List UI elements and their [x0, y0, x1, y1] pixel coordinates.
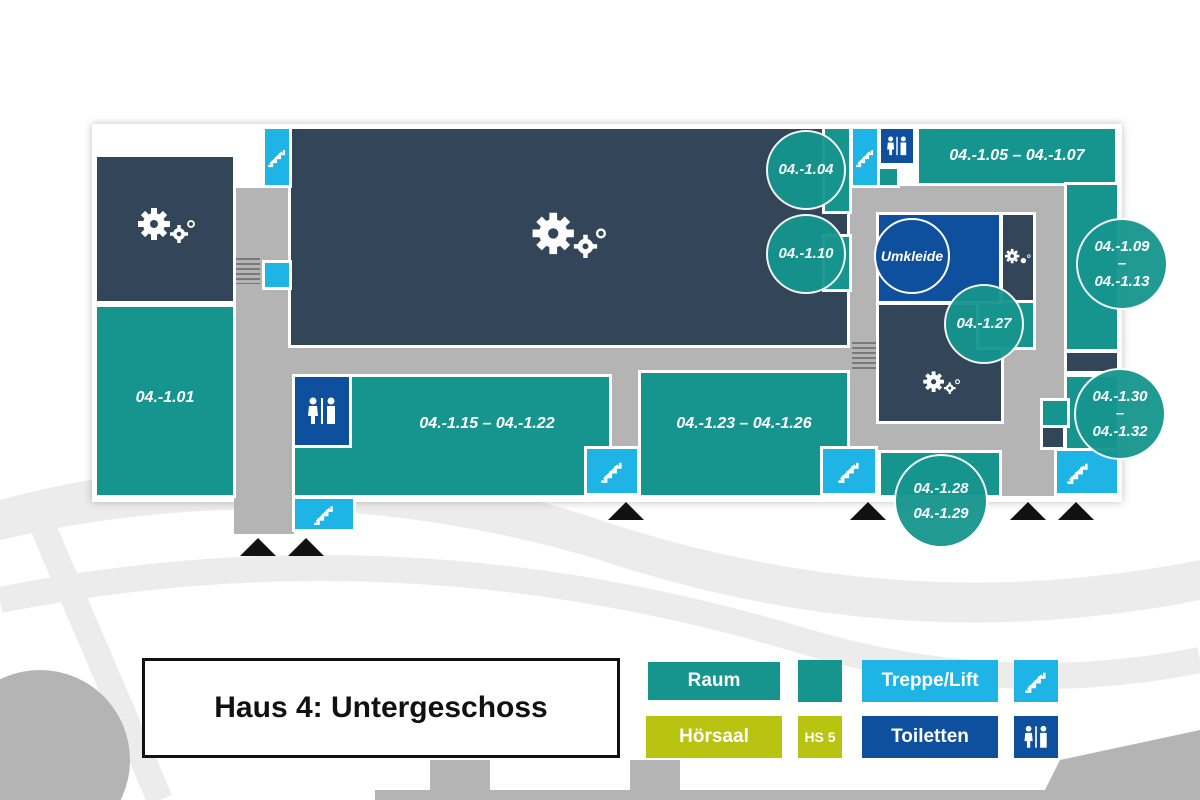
toilet-icon	[308, 397, 335, 424]
circle-label-04-1-28-text: 04.-1.28	[913, 479, 969, 497]
circle-label-04-1-10-text: 04.-1.10	[778, 244, 834, 262]
page-title: Haus 4: Untergeschoss	[214, 691, 548, 724]
circle-label-04-1-29-text: 04.-1.29	[913, 505, 969, 522]
entrance-triangle-icon[interactable]	[1058, 502, 1094, 520]
circle-label-umkleide[interactable]: Umkleide	[874, 218, 950, 294]
legend-raum-label: Raum	[687, 670, 741, 691]
gear-icon	[923, 371, 960, 394]
room-04-1-01[interactable]: 04.-1.01	[94, 304, 236, 498]
legend-treppe-swatch	[1014, 660, 1058, 702]
stairs-icon	[856, 150, 874, 168]
legend-toiletten-label: Toiletten	[891, 726, 969, 747]
entrance-triangle-icon[interactable]	[850, 502, 886, 520]
circle-label-04-1-04-text: 04.-1.04	[778, 160, 834, 178]
technik-room-west	[94, 154, 236, 304]
circle-label-04-1-04[interactable]: 04.-1.04	[766, 130, 846, 210]
stairs-icon	[838, 462, 859, 483]
stairs-icon	[601, 462, 622, 483]
room-04-1-23-26[interactable]: 04.-1.23 – 04.-1.26	[638, 370, 850, 498]
stairs-south-west[interactable]	[292, 496, 356, 532]
legend-hoersaal-label: Hörsaal	[679, 726, 749, 747]
room-04-1-05-07-label: 04.-1.05 – 04.-1.07	[949, 147, 1085, 164]
legend-raum-swatch	[798, 660, 842, 702]
toilet-icon	[1024, 725, 1047, 748]
room-04-1-15-22-label: 04.-1.15 – 04.-1.22	[419, 415, 555, 432]
circle-label-04-1-27[interactable]: 04.-1.27	[944, 284, 1024, 364]
circle-label-04-1-30-text: 04.-1.30	[1092, 388, 1148, 406]
room-04-1-05-07[interactable]: 04.-1.05 – 04.-1.07	[916, 126, 1118, 186]
stairs-icon	[1025, 672, 1046, 693]
stairs-south-center[interactable]	[584, 446, 640, 496]
corridor-south-west	[234, 496, 294, 534]
legend-hoersaal: Hörsaal	[646, 716, 782, 758]
circle-label-04-1-10[interactable]: 04.-1.10	[766, 214, 846, 294]
legend-treppe-label: Treppe/Lift	[881, 670, 979, 691]
stairs-icon	[268, 150, 286, 168]
toilets-north-east[interactable]	[878, 126, 916, 166]
entrance-triangle-icon[interactable]	[288, 538, 324, 556]
room-04-1-30-annex[interactable]	[1040, 398, 1070, 428]
stairs-north-west[interactable]	[262, 126, 292, 188]
room-04-1-01-label: 04.-1.01	[135, 389, 195, 406]
stairs-south-east[interactable]	[820, 446, 878, 496]
circle-label-04-1-30-dash: –	[1115, 405, 1125, 423]
entrance-triangle-icon[interactable]	[608, 502, 644, 520]
legend-toiletten-swatch	[1014, 716, 1058, 758]
circle-label-04-1-09-dash: –	[1117, 255, 1127, 273]
legend-treppe: Treppe/Lift	[862, 660, 998, 702]
circle-label-04-1-13-text: 04.-1.13	[1094, 272, 1150, 290]
toilet-icon	[887, 136, 907, 156]
circle-label-04-1-32-text: 04.-1.32	[1092, 422, 1148, 440]
legend-raum: Raum	[646, 660, 782, 702]
stairs-icon	[1067, 463, 1088, 484]
circle-label-umkleide-text: Umkleide	[880, 247, 944, 264]
entrance-triangle-icon[interactable]	[240, 538, 276, 556]
room-04-1-23-26-label: 04.-1.23 – 04.-1.26	[676, 415, 812, 432]
circle-label-04-1-28-29[interactable]: 04.-1.28 04.-1.29	[894, 454, 988, 548]
legend-toiletten: Toiletten	[862, 716, 998, 758]
stair-hatch-east	[852, 342, 876, 372]
gear-icon	[532, 212, 606, 258]
legend-hs5-label: HS 5	[804, 729, 836, 745]
title-box: Haus 4: Untergeschoss	[142, 658, 620, 758]
circle-label-04-1-09-text: 04.-1.09	[1094, 238, 1150, 256]
gear-icon	[1004, 248, 1031, 264]
stairs-icon	[314, 506, 333, 526]
entrance-triangle-icon[interactable]	[1010, 502, 1046, 520]
circle-label-04-1-27-text: 04.-1.27	[956, 314, 1012, 332]
stairs-north-east[interactable]	[850, 126, 880, 188]
elevator-west[interactable]	[262, 260, 292, 290]
stair-hatch-west	[236, 258, 260, 284]
legend-hs5-swatch: HS 5	[798, 716, 842, 758]
toilets-west[interactable]	[292, 374, 352, 448]
circle-label-04-1-30-32[interactable]: 04.-1.30 – 04.-1.32	[1074, 368, 1166, 460]
circle-label-04-1-09-13[interactable]: 04.-1.09 – 04.-1.13	[1076, 218, 1168, 310]
gear-icon	[138, 208, 195, 243]
